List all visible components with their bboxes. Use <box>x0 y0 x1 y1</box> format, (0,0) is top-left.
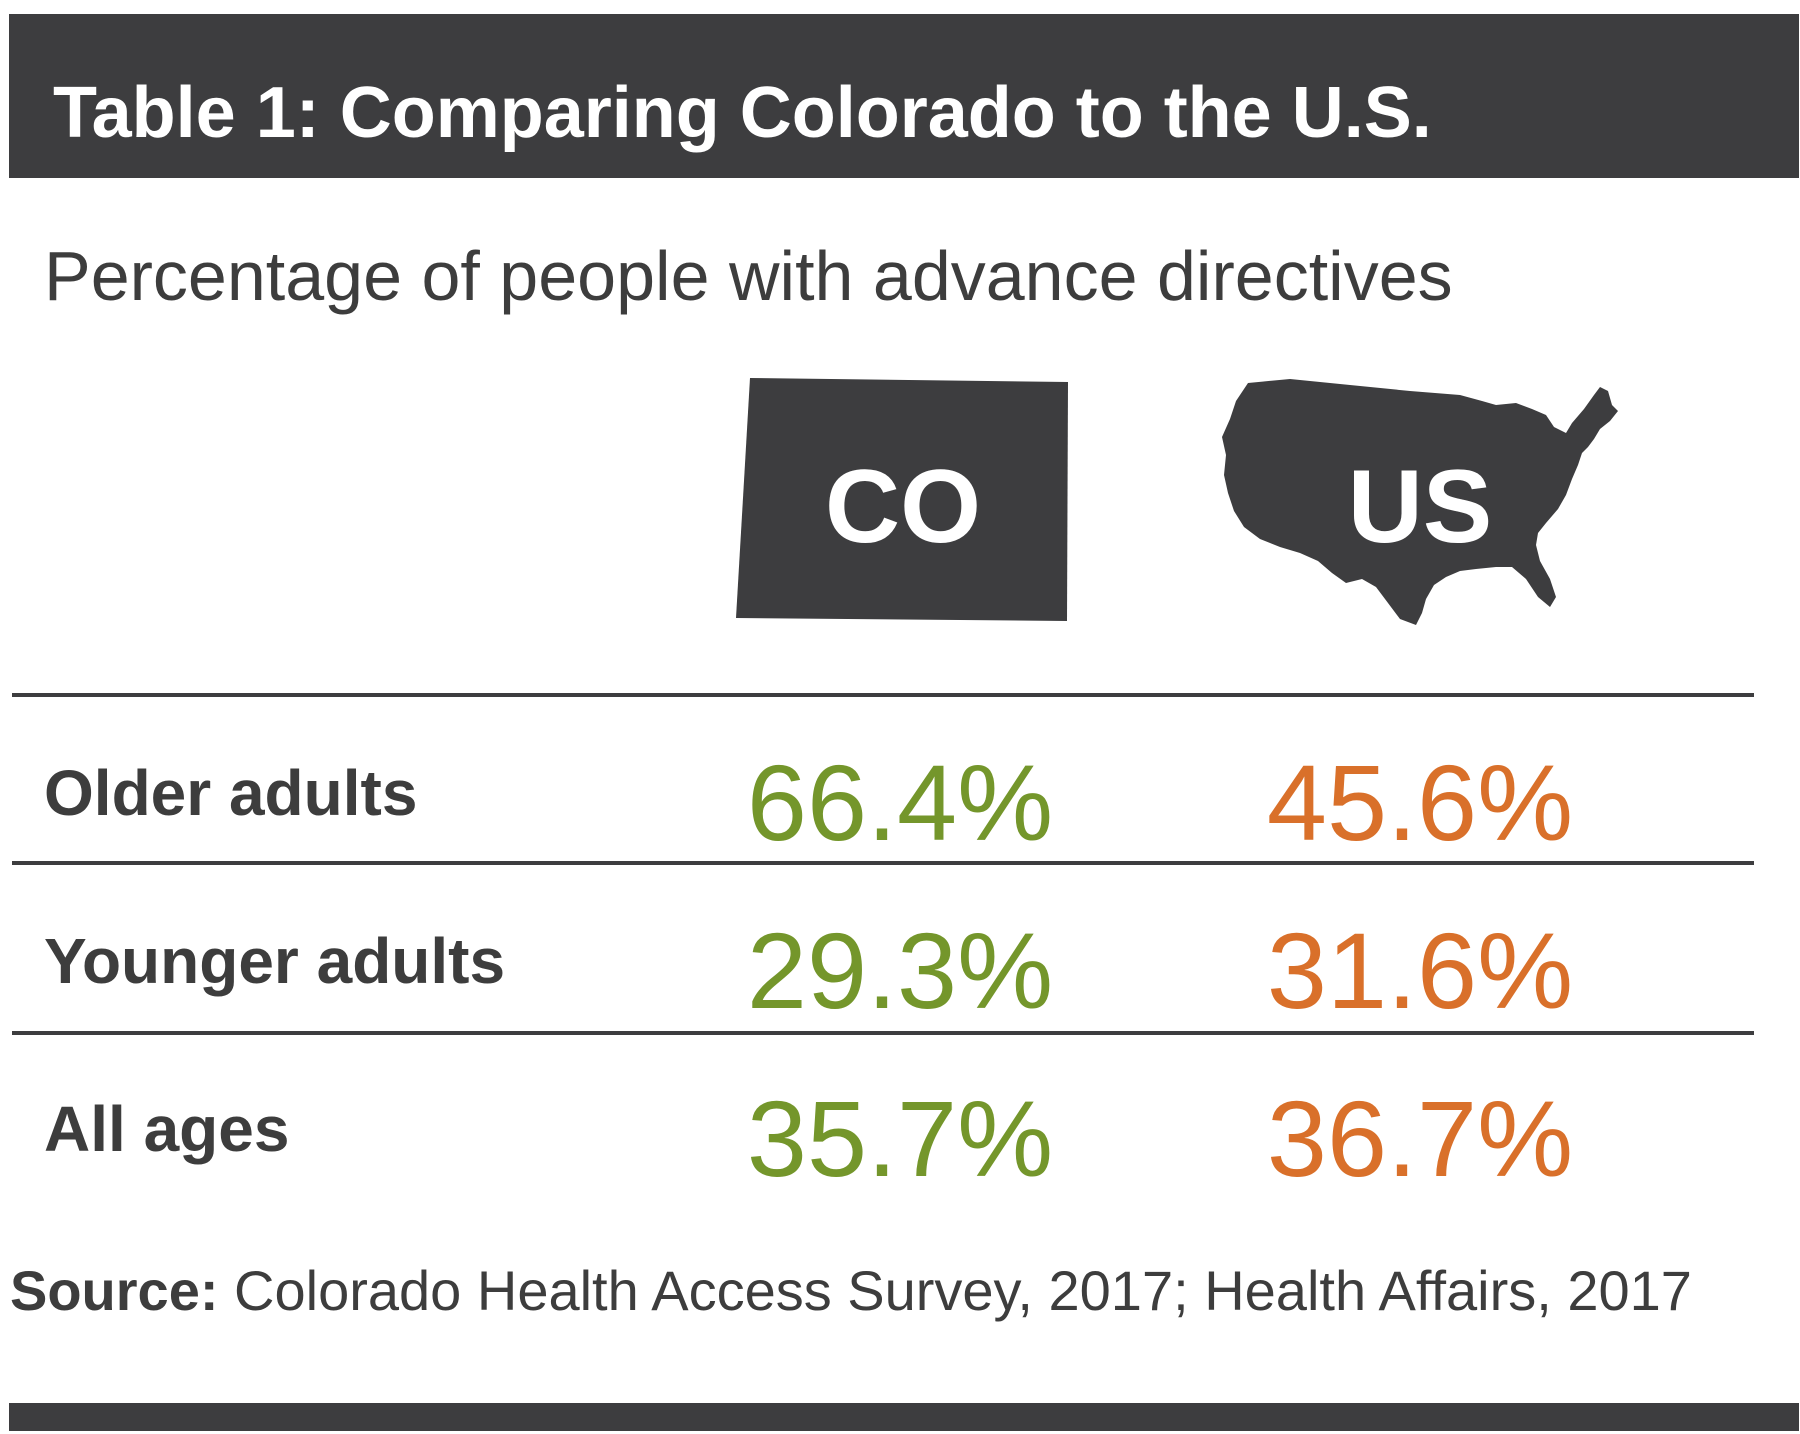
table-divider <box>12 861 1754 865</box>
cell-us-younger-adults: 31.6% <box>1266 910 1574 1031</box>
chart-subtitle: Percentage of people with advance direct… <box>44 237 1453 315</box>
table-divider <box>12 693 1754 697</box>
title-bar: Table 1: Comparing Colorado to the U.S. <box>9 14 1799 178</box>
cell-us-older-adults: 45.6% <box>1266 742 1574 863</box>
row-label-all-ages: All ages <box>44 1093 290 1165</box>
cell-co-all-ages: 35.7% <box>746 1078 1054 1199</box>
cell-us-all-ages: 36.7% <box>1266 1078 1574 1199</box>
table-divider <box>12 1031 1754 1035</box>
source-note: Source: Colorado Health Access Survey, 2… <box>10 1258 1692 1323</box>
column-header-us: US <box>1347 449 1493 565</box>
source-text: Colorado Health Access Survey, 2017; Hea… <box>218 1259 1692 1322</box>
row-label-younger-adults: Younger adults <box>44 925 506 997</box>
colorado-shape-icon <box>736 378 1070 623</box>
cell-co-older-adults: 66.4% <box>746 742 1054 863</box>
usa-map-icon <box>1220 375 1640 635</box>
bottom-bar <box>9 1403 1799 1431</box>
chart-title: Table 1: Comparing Colorado to the U.S. <box>53 73 1432 153</box>
row-label-older-adults: Older adults <box>44 757 418 829</box>
source-label: Source: <box>10 1259 219 1322</box>
cell-co-younger-adults: 29.3% <box>746 910 1054 1031</box>
column-header-co: CO <box>825 449 981 565</box>
